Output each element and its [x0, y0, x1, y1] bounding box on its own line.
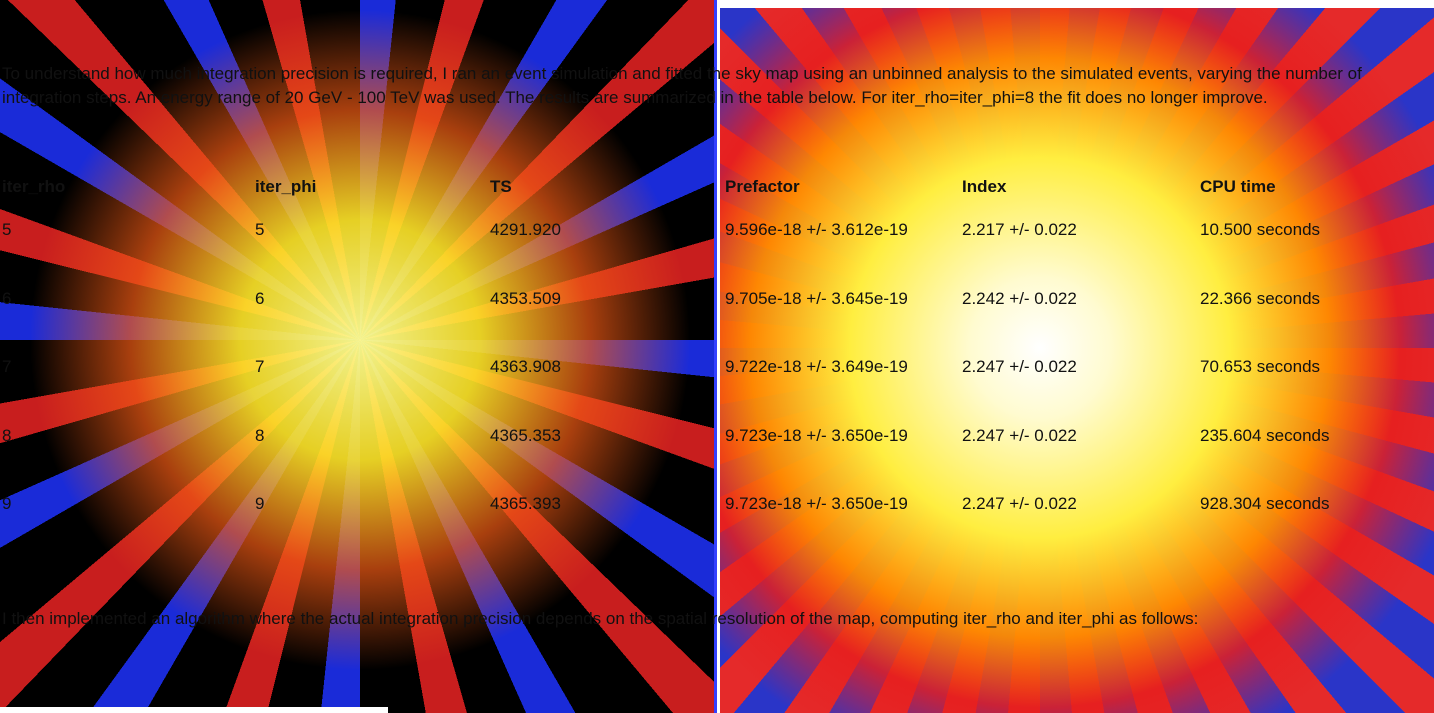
table-cell: 9 — [2, 492, 202, 516]
table-cell: 235.604 seconds — [1200, 424, 1400, 448]
table-cell: 5 — [255, 218, 455, 242]
page: To understand how much integration preci… — [0, 0, 1434, 713]
table-cell: 2.217 +/- 0.022 — [962, 218, 1162, 242]
table-cell: 928.304 seconds — [1200, 492, 1400, 516]
table-cell: 6 — [255, 287, 455, 311]
table-header-cell: iter_phi — [255, 175, 455, 199]
table-header-cell: iter_rho — [2, 175, 202, 199]
table-cell: 9.723e-18 +/- 3.650e-19 — [725, 492, 925, 516]
table-cell: 9.722e-18 +/- 3.649e-19 — [725, 355, 925, 379]
table-cell: 5 — [2, 218, 202, 242]
table-cell: 2.242 +/- 0.022 — [962, 287, 1162, 311]
table-cell: 9 — [255, 492, 455, 516]
table-cell: 2.247 +/- 0.022 — [962, 355, 1162, 379]
table-cell: 70.653 seconds — [1200, 355, 1400, 379]
table-cell: 4365.353 — [490, 424, 690, 448]
table-cell: 7 — [2, 355, 202, 379]
table-cell: 9.705e-18 +/- 3.645e-19 — [725, 287, 925, 311]
table-header-cell: CPU time — [1200, 175, 1400, 199]
table-cell: 4363.908 — [490, 355, 690, 379]
paragraph: I then implemented an algorithm where th… — [2, 607, 1422, 631]
table-cell: 6 — [2, 287, 202, 311]
table-cell: 10.500 seconds — [1200, 218, 1400, 242]
table-cell: 2.247 +/- 0.022 — [962, 492, 1162, 516]
table-header-cell: TS — [490, 175, 690, 199]
table-cell: 2.247 +/- 0.022 — [962, 424, 1162, 448]
paragraph: To understand how much integration preci… — [2, 62, 1422, 110]
table-header-cell: Prefactor — [725, 175, 925, 199]
table-cell: 9.596e-18 +/- 3.612e-19 — [725, 218, 925, 242]
table-cell: 9.723e-18 +/- 3.650e-19 — [725, 424, 925, 448]
table-cell: 4291.920 — [490, 218, 690, 242]
table-cell: 7 — [255, 355, 455, 379]
table-cell: 4353.509 — [490, 287, 690, 311]
table-cell: 8 — [2, 424, 202, 448]
table-cell: 4365.393 — [490, 492, 690, 516]
white-strip — [0, 707, 388, 713]
table-header-cell: Index — [962, 175, 1162, 199]
table-cell: 8 — [255, 424, 455, 448]
table-cell: 22.366 seconds — [1200, 287, 1400, 311]
